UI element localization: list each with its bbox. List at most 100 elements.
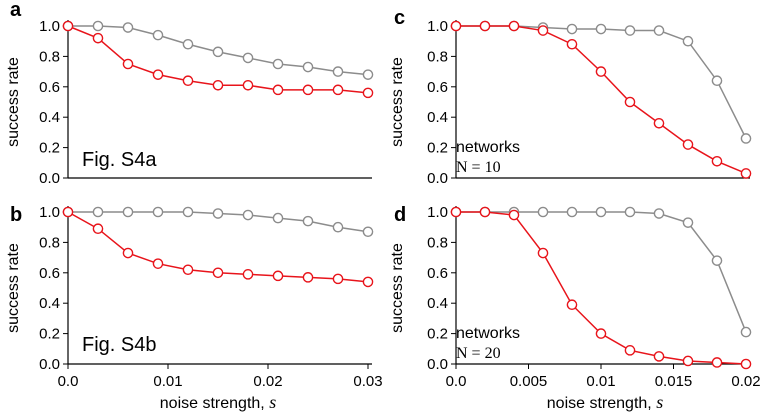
data-point-red xyxy=(92,223,104,235)
y-axis-label: success rate xyxy=(5,57,22,147)
panel-letter: c xyxy=(394,7,405,29)
y-tick-label: 0.4 xyxy=(427,295,448,312)
data-point-gray xyxy=(122,22,134,33)
x-tick-label: 0.015 xyxy=(655,373,693,390)
data-point-red xyxy=(653,351,665,362)
panel-a: a 0.0 0.2 0.4 0.6 0.8 1.0 success rate Fig. S4a xyxy=(5,0,374,187)
data-point-gray xyxy=(711,255,723,266)
data-point-gray xyxy=(182,38,194,50)
y-tick-label: 0.2 xyxy=(427,140,448,157)
y-tick-label: 0.2 xyxy=(39,326,60,343)
data-point-red xyxy=(212,79,224,91)
data-point-gray xyxy=(595,23,607,35)
y-tick-label: 0.4 xyxy=(39,295,60,312)
y-tick-label: 0.6 xyxy=(427,79,448,96)
data-point-gray xyxy=(302,215,314,227)
data-point-gray xyxy=(92,20,104,32)
y-tick-label: 0.0 xyxy=(427,170,448,187)
data-point-red xyxy=(595,328,607,339)
panel-letter: a xyxy=(10,0,22,21)
series-line-gray xyxy=(456,25,747,139)
data-point-red xyxy=(711,155,723,167)
data-point-red xyxy=(537,25,549,36)
data-point-red xyxy=(272,270,284,282)
y-tick-label: 0.2 xyxy=(39,140,60,157)
data-point-red xyxy=(508,209,520,221)
data-point-gray xyxy=(740,133,752,144)
panel-d: d 0.0 0.2 0.4 0.6 0.8 1.0 0.0 0.005 0.01 0.015 0.02… xyxy=(389,204,761,412)
data-point-red xyxy=(332,84,344,96)
data-point-red xyxy=(362,87,374,99)
data-point-red xyxy=(122,247,134,259)
x-tick-label: 0.03 xyxy=(353,373,382,390)
data-point-red xyxy=(682,139,694,150)
data-point-gray xyxy=(242,209,254,221)
data-point-red xyxy=(624,345,636,356)
data-point-gray xyxy=(682,217,694,228)
panel-letter: d xyxy=(394,204,406,226)
data-point-red xyxy=(450,206,462,218)
y-tick-label: 0.8 xyxy=(39,234,60,251)
data-point-red xyxy=(92,32,104,44)
data-point-gray xyxy=(272,58,284,70)
data-point-gray xyxy=(362,69,374,80)
data-point-gray xyxy=(682,35,694,47)
y-tick-label: 1.0 xyxy=(427,18,448,35)
x-tick-label: 0.0 xyxy=(58,373,79,390)
y-tick-label: 0.0 xyxy=(39,170,60,187)
x-tick-label: 0.005 xyxy=(510,373,548,390)
data-point-red xyxy=(62,206,74,218)
data-point-gray xyxy=(152,29,164,41)
x-tick-label: 0.01 xyxy=(153,373,182,390)
annotation: networks xyxy=(456,139,520,156)
data-point-red xyxy=(450,20,462,32)
data-point-red xyxy=(242,79,254,91)
panel-letter: b xyxy=(10,204,22,226)
annotation: Fig. S4a xyxy=(82,149,157,171)
panel-c: c 0.0 0.2 0.4 0.6 0.8 1.0 success rate networks N… xyxy=(389,7,752,187)
y-tick-label: 0.6 xyxy=(39,79,60,96)
x-axis-label: noise strength, s xyxy=(160,392,276,412)
data-point-gray xyxy=(362,226,374,238)
data-point-gray xyxy=(740,326,752,338)
data-point-gray xyxy=(653,208,665,219)
data-point-gray xyxy=(566,206,578,218)
data-point-red xyxy=(566,299,578,311)
y-tick-label: 0.6 xyxy=(39,265,60,282)
data-point-gray xyxy=(566,23,578,35)
y-tick-label: 0.8 xyxy=(39,48,60,65)
data-point-gray xyxy=(272,212,284,224)
annotation: networks xyxy=(456,325,520,342)
data-point-red xyxy=(302,272,314,283)
data-point-red xyxy=(182,75,194,87)
data-point-red xyxy=(182,264,194,276)
x-tick-label: 0.02 xyxy=(253,373,282,390)
data-point-gray xyxy=(122,206,134,218)
data-point-gray xyxy=(711,75,723,87)
data-point-red xyxy=(508,20,520,32)
data-point-red xyxy=(479,206,491,218)
data-point-gray xyxy=(302,61,314,73)
data-point-gray xyxy=(152,206,164,218)
data-point-red xyxy=(653,117,665,129)
data-point-gray xyxy=(537,206,549,218)
data-point-red xyxy=(362,276,374,288)
x-axis-label: noise strength, s xyxy=(547,392,663,412)
panel-b: b 0.0 0.2 0.4 0.6 0.8 1.0 0.0 0.01 0.02 0.03 succes… xyxy=(5,204,383,412)
y-tick-label: 0.0 xyxy=(39,356,60,373)
y-tick-label: 0.0 xyxy=(427,356,448,373)
annotation-n: N = 10 xyxy=(456,159,501,176)
series-line-gray xyxy=(456,211,747,333)
data-point-red xyxy=(152,69,164,80)
y-axis-label: success rate xyxy=(389,243,406,333)
data-point-red xyxy=(595,66,607,77)
y-tick-label: 0.2 xyxy=(427,326,448,343)
data-point-red xyxy=(740,168,752,179)
data-point-gray xyxy=(595,206,607,218)
data-point-gray xyxy=(212,208,224,219)
y-tick-label: 0.4 xyxy=(39,109,60,126)
x-tick-label: 0.0 xyxy=(446,373,467,390)
annotation-n: N = 20 xyxy=(456,345,501,362)
data-point-gray xyxy=(182,206,194,218)
